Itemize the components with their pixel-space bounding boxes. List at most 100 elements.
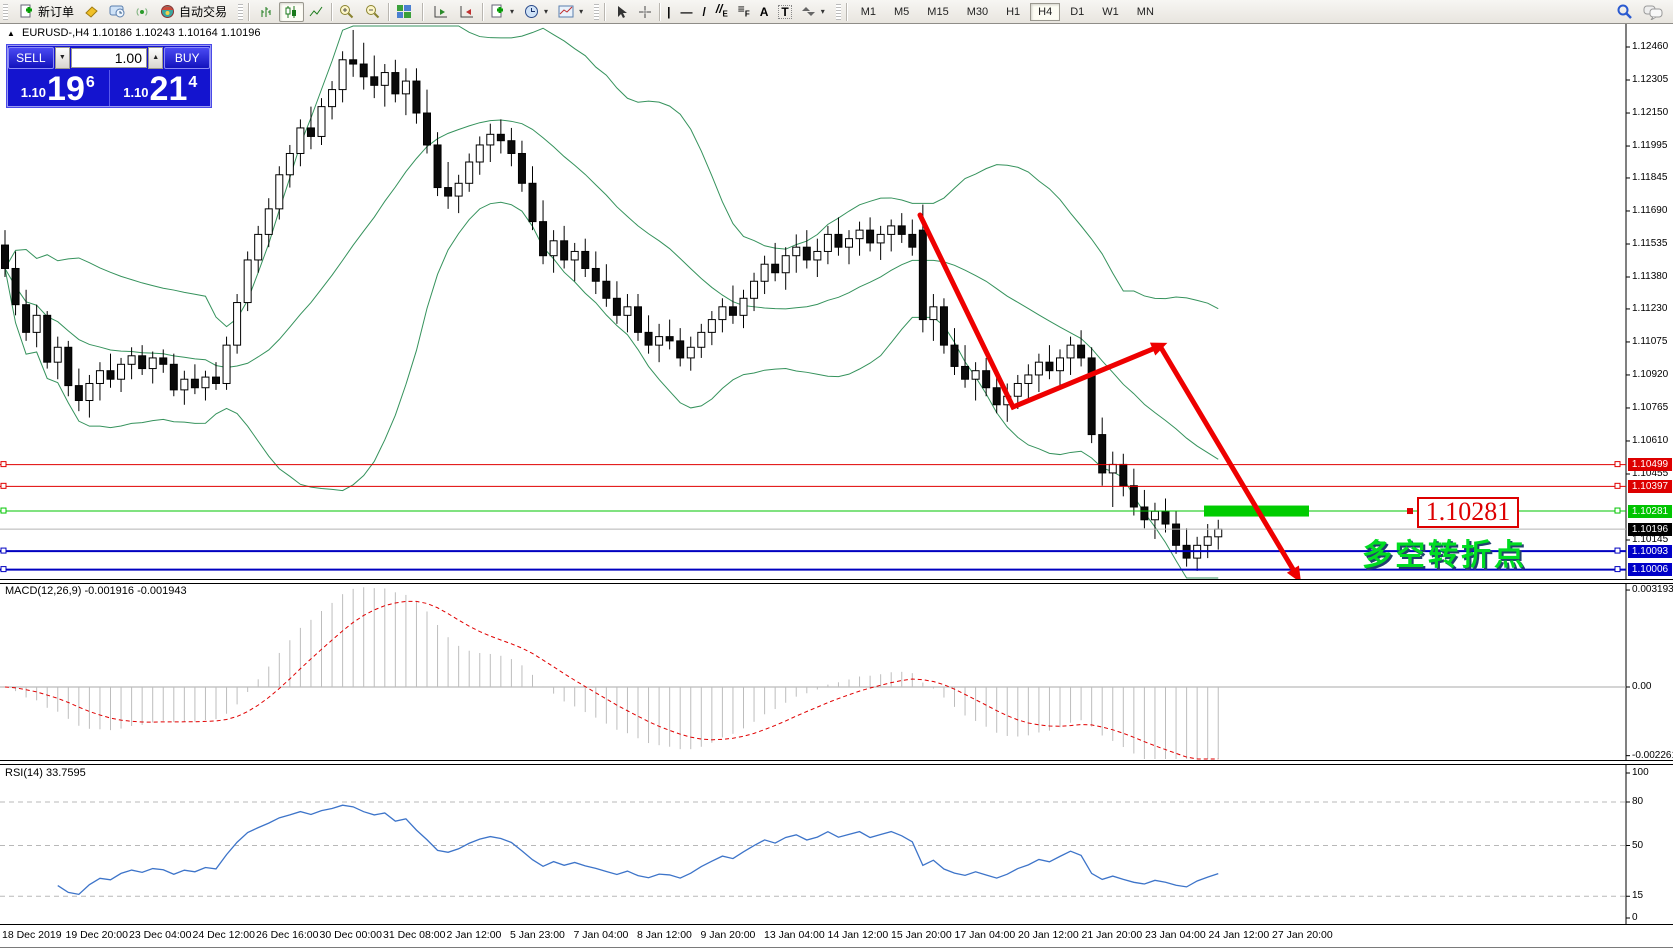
chart-shift-button[interactable] (428, 1, 454, 22)
tf-m15[interactable]: M15 (927, 5, 949, 18)
tf-m1[interactable]: M1 (860, 5, 877, 18)
date-label: 18 Dec 2019 (2, 929, 62, 941)
date-label: 24 Dec 12:00 (192, 929, 255, 941)
search-icon[interactable] (1616, 3, 1633, 20)
toolbar-grip[interactable] (835, 3, 841, 20)
candlestick-chart-button[interactable] (279, 1, 305, 22)
channel-sub-label: E (722, 9, 728, 19)
tf-m5[interactable]: M5 (894, 5, 910, 18)
price-tick-label: 1.10455 (1632, 467, 1669, 479)
toolbar-grip[interactable] (238, 3, 244, 20)
tile-windows-button[interactable] (391, 1, 417, 22)
timeframe-group: M1 M5 M15 M30 H1 H4 D1 W1 MN (849, 0, 1166, 23)
price-tick-label: 1.10765 (1632, 401, 1669, 413)
price-badge: 1.10006 (1628, 563, 1672, 577)
sell-price-sup: 6 (85, 74, 95, 91)
zoom-in-button[interactable] (334, 1, 360, 22)
macd-rsi-separator[interactable] (0, 760, 1673, 765)
tf-h1[interactable]: H1 (1006, 5, 1021, 18)
cursor-button[interactable] (610, 2, 633, 22)
volume-input[interactable] (71, 47, 147, 68)
rsi-value: 33.7595 (45, 767, 86, 779)
price-tick-label: 1.12460 (1632, 41, 1669, 52)
main-macd-separator[interactable] (0, 579, 1673, 584)
price-tick-label: 1.10920 (1632, 368, 1669, 380)
sell-price[interactable]: 1.10 19 6 (7, 70, 110, 106)
auto-scroll-icon (460, 6, 474, 18)
price-badge: 1.10093 (1628, 544, 1672, 558)
text-icon: A (759, 4, 769, 19)
crosshair-button[interactable] (633, 2, 657, 22)
text-tool[interactable]: A (755, 3, 774, 21)
date-label: 31 Dec 08:00 (383, 929, 446, 941)
price-annotation-box[interactable]: 1.10281 (1417, 497, 1519, 528)
macd-label: MACD(12,26,9) -0.001916 -0.001943 (5, 585, 187, 597)
price-tick-label: 1.11690 (1632, 204, 1668, 216)
data-window-button[interactable] (104, 1, 130, 22)
chat-icon[interactable] (1643, 4, 1663, 20)
price-tick-label: 1.11995 (1632, 140, 1668, 152)
buy-price[interactable]: 1.10 21 4 (110, 70, 212, 106)
market-watch-button[interactable] (79, 1, 104, 22)
horizontal-line-tool[interactable]: — (675, 3, 697, 21)
caret-down-icon: ▾ (510, 7, 515, 16)
trendline-down[interactable] (1157, 343, 1302, 583)
new-order-label: 新订单 (38, 5, 75, 19)
price-tick-label: 1.11380 (1632, 270, 1668, 282)
channel-tool[interactable]: //E (711, 0, 733, 23)
arrows-tool[interactable]: ▾ (797, 2, 830, 21)
signals-button[interactable] (130, 1, 155, 22)
buy-button[interactable]: BUY (164, 46, 210, 69)
ohlc-close: 1.10196 (220, 27, 261, 39)
label-tool[interactable]: T (773, 2, 796, 22)
new-order-icon (20, 4, 32, 18)
sell-button[interactable]: SELL (8, 46, 54, 69)
autotrade-button[interactable]: 自动交易 (155, 0, 232, 23)
buy-price-prefix: 1.10 (123, 85, 149, 100)
template-icon (558, 5, 574, 17)
tf-h4[interactable]: H4 (1030, 2, 1061, 21)
trendline-tool[interactable]: / (697, 3, 710, 21)
ohlc-low: 1.10164 (177, 27, 218, 39)
turning-point-note[interactable]: 多空转折点 (1362, 539, 1527, 572)
tf-m30[interactable]: M30 (966, 5, 989, 18)
macd-tick-label: -0.002261 (1632, 749, 1673, 761)
zoom-in-icon (340, 5, 354, 19)
date-label: 17 Jan 04:00 (954, 929, 1016, 941)
auto-scroll-button[interactable] (454, 1, 480, 22)
price-tick-label: 1.10610 (1632, 434, 1669, 446)
caret-down-icon: ▾ (579, 7, 584, 16)
market-watch-icon (85, 6, 98, 18)
fibonacci-tool[interactable]: ≡F (733, 0, 755, 23)
volume-up-button[interactable]: ▲ (148, 46, 164, 69)
toolbar-grip[interactable] (594, 3, 600, 20)
date-label: 8 Jan 12:00 (637, 929, 692, 941)
annotation-anchor[interactable] (1407, 508, 1413, 515)
volume-down-button[interactable]: ▼ (54, 46, 70, 69)
bar-chart-button[interactable] (254, 2, 279, 22)
date-label: 5 Jan 23:00 (510, 929, 565, 941)
tf-mn[interactable]: MN (1136, 5, 1154, 18)
zoom-out-button[interactable] (360, 1, 386, 22)
rsi-tick-label: 50 (1632, 839, 1644, 851)
price-tick-label: 1.11075 (1632, 335, 1668, 347)
trendline-up[interactable] (917, 212, 1168, 411)
vertical-line-tool[interactable]: | (662, 3, 675, 21)
line-chart-button[interactable] (304, 2, 329, 22)
indicators-button[interactable]: ▾ (485, 1, 519, 22)
macd-tick-label: 0.003193 (1632, 584, 1673, 596)
collapse-arrow-icon[interactable]: ▲ (7, 29, 15, 38)
new-order-button[interactable]: 新订单 (14, 0, 79, 23)
templates-button[interactable]: ▾ (553, 2, 588, 22)
toolbar-grip[interactable] (3, 3, 8, 20)
tf-d1[interactable]: D1 (1070, 5, 1085, 18)
zoom-out-icon (366, 5, 380, 19)
periods-button[interactable]: ▾ (519, 1, 553, 22)
date-label: 15 Jan 20:00 (891, 929, 952, 941)
tf-w1[interactable]: W1 (1102, 5, 1119, 18)
sell-price-prefix: 1.10 (20, 85, 47, 100)
macd-indicator (4, 587, 1219, 760)
date-label: 21 Jan 20:00 (1081, 929, 1143, 941)
